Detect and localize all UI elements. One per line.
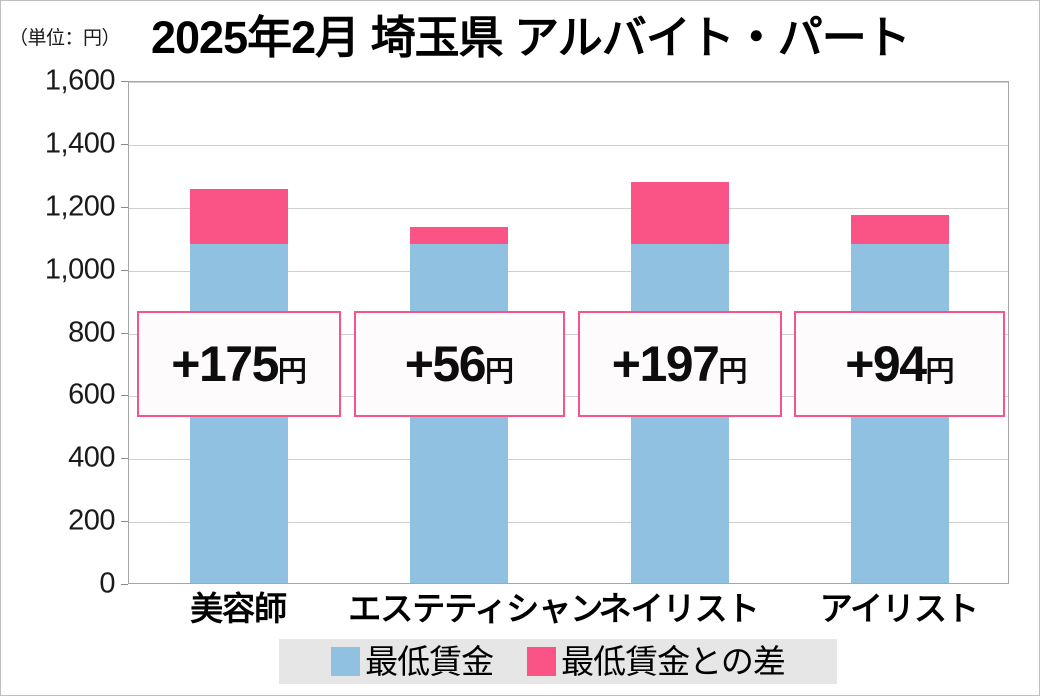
chart-legend: 最低賃金 最低賃金との差	[279, 639, 837, 684]
gridline	[129, 207, 1008, 209]
value-callout-number: +56	[404, 336, 487, 392]
y-axis-tickmark	[121, 521, 128, 523]
x-axis-tick-label: 美容師	[190, 590, 287, 627]
gridline	[129, 459, 1008, 461]
page-title: 2025年2月 埼玉県 アルバイト・パート	[151, 12, 911, 63]
legend-item[interactable]: 最低賃金との差	[527, 642, 786, 680]
value-callout: +175円	[137, 311, 342, 417]
gridline	[129, 270, 1008, 272]
legend-item-label: 最低賃金との差	[561, 642, 786, 680]
value-callout-number: +197	[611, 336, 720, 392]
value-callout: +94円	[794, 311, 1006, 417]
y-axis-tick-label: 1,600	[44, 64, 116, 97]
gridline	[129, 144, 1008, 146]
value-callout: +197円	[577, 311, 782, 417]
x-axis: 美容師 エステティシャン ネイリスト アイリスト	[128, 584, 1009, 632]
value-callout-number: +175	[171, 336, 279, 392]
bar-segment-difference[interactable]	[850, 214, 949, 245]
y-axis-tickmark	[121, 395, 128, 397]
value-callout-unit: 円	[277, 356, 307, 388]
gridline	[129, 82, 1008, 83]
value-callout-text: +175円	[171, 339, 307, 389]
y-axis-tick-label: 1,400	[44, 127, 116, 160]
y-axis-tickmark	[121, 584, 128, 585]
y-axis: 0 200 400 600 800 1,000 1,200 1,400 1,600	[1, 65, 128, 600]
y-axis-tickmark	[121, 458, 128, 460]
y-axis-tickmark	[121, 269, 128, 271]
value-callout-text: +94円	[845, 339, 954, 389]
x-axis-tick-label: ネイリスト	[598, 590, 760, 627]
y-axis-unit-label: （単位：円）	[9, 28, 121, 49]
y-axis-tickmark	[121, 206, 128, 208]
y-axis-tick-label: 600	[68, 378, 115, 411]
x-axis-tick-label: アイリスト	[819, 590, 979, 627]
gridline	[129, 396, 1008, 398]
plot-area: +175円 +56円 +197円 +94円	[128, 81, 1009, 584]
y-axis-tick-label: 0	[99, 567, 115, 600]
gridline	[129, 333, 1008, 335]
gridline	[129, 522, 1008, 524]
value-callout-unit: 円	[485, 356, 515, 388]
x-axis-tick-label: エステティシャン	[348, 590, 603, 627]
value-callout: +56円	[353, 311, 565, 417]
bar-segment-difference[interactable]	[410, 226, 509, 245]
bar-segment-difference[interactable]	[190, 189, 289, 245]
legend-swatch-icon	[331, 647, 361, 676]
value-callout-number: +94	[845, 336, 927, 392]
y-axis-tickmark	[121, 143, 128, 145]
y-axis-tick-label: 1,000	[44, 253, 116, 286]
y-axis-tickmark	[121, 81, 128, 82]
y-axis-tick-label: 400	[68, 441, 115, 474]
legend-item-label: 最低賃金	[365, 642, 494, 680]
value-callout-unit: 円	[718, 356, 748, 388]
y-axis-tick-label: 200	[68, 504, 115, 537]
bar-segment-difference[interactable]	[630, 182, 729, 245]
legend-item[interactable]: 最低賃金	[331, 642, 494, 680]
y-axis-tickmark	[121, 332, 128, 334]
value-callout-text: +56円	[405, 339, 514, 389]
y-axis-tick-label: 1,200	[44, 190, 116, 223]
legend-swatch-icon	[527, 647, 557, 676]
value-callout-unit: 円	[925, 356, 955, 388]
y-axis-tick-label: 800	[68, 316, 115, 348]
value-callout-text: +197円	[612, 339, 748, 389]
